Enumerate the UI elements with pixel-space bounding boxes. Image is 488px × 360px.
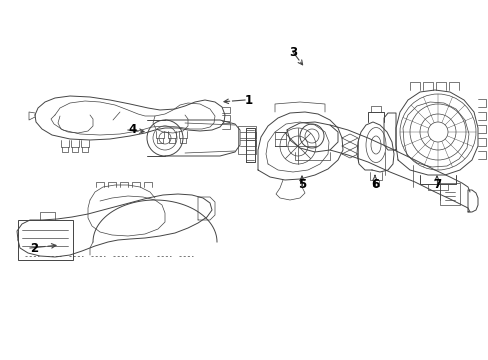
Bar	[238, 126, 256, 154]
Bar	[439, 183, 459, 205]
Text: 3: 3	[288, 45, 296, 58]
Text: 1: 1	[244, 94, 253, 107]
Text: 4: 4	[128, 123, 136, 136]
Text: 2: 2	[30, 242, 38, 255]
Text: 7: 7	[432, 179, 440, 192]
Text: 6: 6	[370, 179, 378, 192]
Bar	[18, 220, 73, 260]
Text: 5: 5	[297, 179, 305, 192]
